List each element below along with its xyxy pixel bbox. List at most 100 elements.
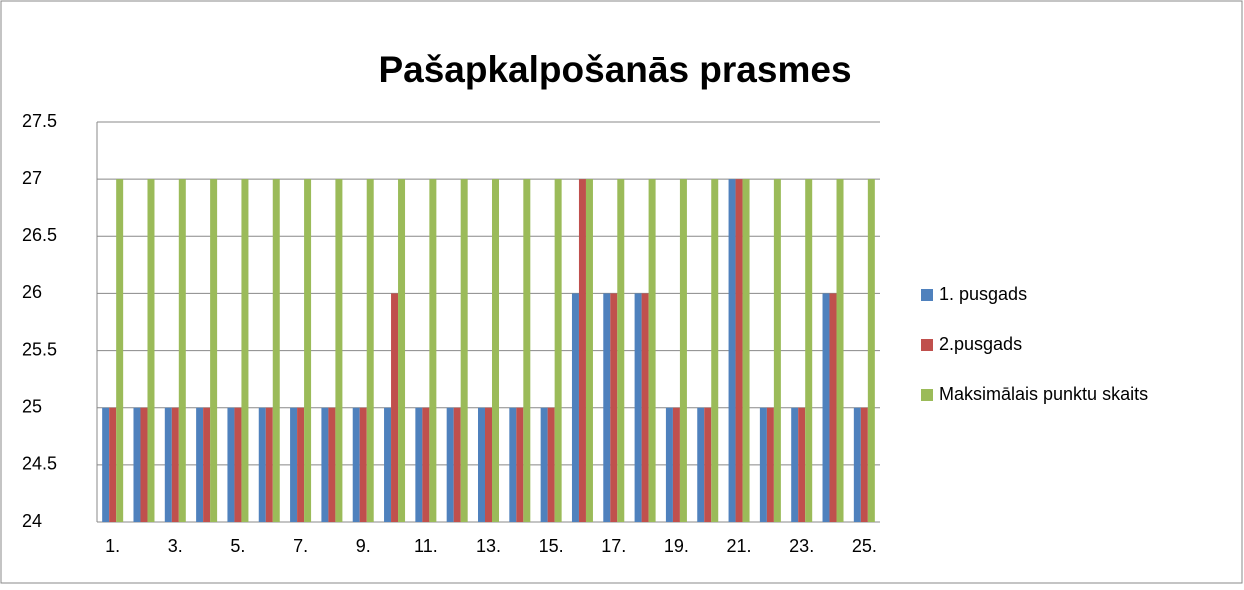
x-tick-label: 3. bbox=[168, 536, 183, 556]
legend-label: 1. pusgads bbox=[939, 284, 1027, 304]
x-tick-label: 19. bbox=[664, 536, 689, 556]
bar bbox=[234, 407, 242, 522]
x-tick-label: 21. bbox=[727, 536, 752, 556]
x-tick-label: 23. bbox=[789, 536, 814, 556]
bar bbox=[697, 407, 705, 522]
bar bbox=[578, 179, 586, 522]
bar bbox=[554, 179, 562, 522]
bar bbox=[641, 293, 649, 522]
bar bbox=[853, 407, 861, 522]
legend-swatch bbox=[921, 389, 933, 401]
x-tick-label: 17. bbox=[601, 536, 626, 556]
bar bbox=[178, 179, 186, 522]
bar bbox=[116, 179, 124, 522]
bar bbox=[860, 407, 868, 522]
bar bbox=[742, 179, 750, 522]
bar bbox=[773, 179, 781, 522]
legend-label: 2.pusgads bbox=[939, 334, 1022, 354]
bar bbox=[272, 179, 280, 522]
y-tick-label: 25 bbox=[22, 396, 42, 416]
bar bbox=[196, 407, 204, 522]
bar bbox=[140, 407, 148, 522]
bar bbox=[203, 407, 211, 522]
bar bbox=[805, 179, 813, 522]
legend-swatch bbox=[921, 339, 933, 351]
y-tick-label: 27.5 bbox=[22, 111, 57, 131]
bar bbox=[265, 407, 273, 522]
bar bbox=[836, 179, 844, 522]
y-tick-label: 24.5 bbox=[22, 454, 57, 474]
bar bbox=[384, 407, 392, 522]
bar bbox=[398, 179, 406, 522]
bar bbox=[422, 407, 430, 522]
x-tick-label: 25. bbox=[852, 536, 877, 556]
bar bbox=[446, 407, 454, 522]
bar bbox=[352, 407, 360, 522]
bar bbox=[704, 407, 712, 522]
bar bbox=[210, 179, 218, 522]
bar bbox=[133, 407, 141, 522]
bar bbox=[759, 407, 767, 522]
bar bbox=[711, 179, 719, 522]
bar bbox=[617, 179, 625, 522]
bar bbox=[603, 293, 611, 522]
y-tick-label: 26.5 bbox=[22, 225, 57, 245]
bar bbox=[791, 407, 799, 522]
bar bbox=[766, 407, 774, 522]
bar bbox=[679, 179, 687, 522]
bar bbox=[798, 407, 806, 522]
bar bbox=[829, 293, 837, 522]
bar bbox=[109, 407, 117, 522]
x-tick-label: 13. bbox=[476, 536, 501, 556]
bar bbox=[366, 179, 374, 522]
bar bbox=[258, 407, 266, 522]
bar bbox=[290, 407, 298, 522]
bar bbox=[460, 179, 468, 522]
y-tick-label: 25.5 bbox=[22, 339, 57, 359]
bar bbox=[241, 179, 249, 522]
bar bbox=[634, 293, 642, 522]
bar bbox=[867, 179, 875, 522]
bar bbox=[665, 407, 673, 522]
bar bbox=[102, 407, 110, 522]
bar bbox=[453, 407, 461, 522]
bar bbox=[571, 293, 579, 522]
y-tick-label: 27 bbox=[22, 168, 42, 188]
bar bbox=[321, 407, 329, 522]
bar bbox=[391, 293, 399, 522]
bar bbox=[648, 179, 656, 522]
bar bbox=[735, 179, 743, 522]
bar bbox=[429, 179, 437, 522]
bar bbox=[227, 407, 235, 522]
bar bbox=[359, 407, 367, 522]
x-tick-label: 5. bbox=[230, 536, 245, 556]
bar bbox=[547, 407, 555, 522]
bar bbox=[171, 407, 179, 522]
bar bbox=[728, 179, 736, 522]
bar bbox=[297, 407, 305, 522]
bar bbox=[415, 407, 423, 522]
x-tick-label: 1. bbox=[105, 536, 120, 556]
bar bbox=[492, 179, 499, 522]
x-tick-label: 7. bbox=[293, 536, 308, 556]
bar bbox=[164, 407, 172, 522]
x-tick-label: 11. bbox=[414, 536, 438, 556]
bar bbox=[672, 407, 680, 522]
bar bbox=[523, 179, 531, 522]
bar bbox=[540, 407, 548, 522]
bar bbox=[509, 407, 517, 522]
x-tick-label: 9. bbox=[356, 536, 371, 556]
legend-swatch bbox=[921, 289, 933, 301]
bar bbox=[610, 293, 618, 522]
legend-label: Maksimālais punktu skaits bbox=[939, 384, 1148, 404]
bar bbox=[335, 179, 343, 522]
x-tick-label: 15. bbox=[539, 536, 564, 556]
y-tick-label: 26 bbox=[22, 282, 42, 302]
bar bbox=[585, 179, 593, 522]
bar bbox=[478, 407, 485, 522]
bar bbox=[304, 179, 312, 522]
bar bbox=[485, 407, 492, 522]
bar bbox=[328, 407, 336, 522]
y-tick-label: 24 bbox=[22, 511, 42, 531]
